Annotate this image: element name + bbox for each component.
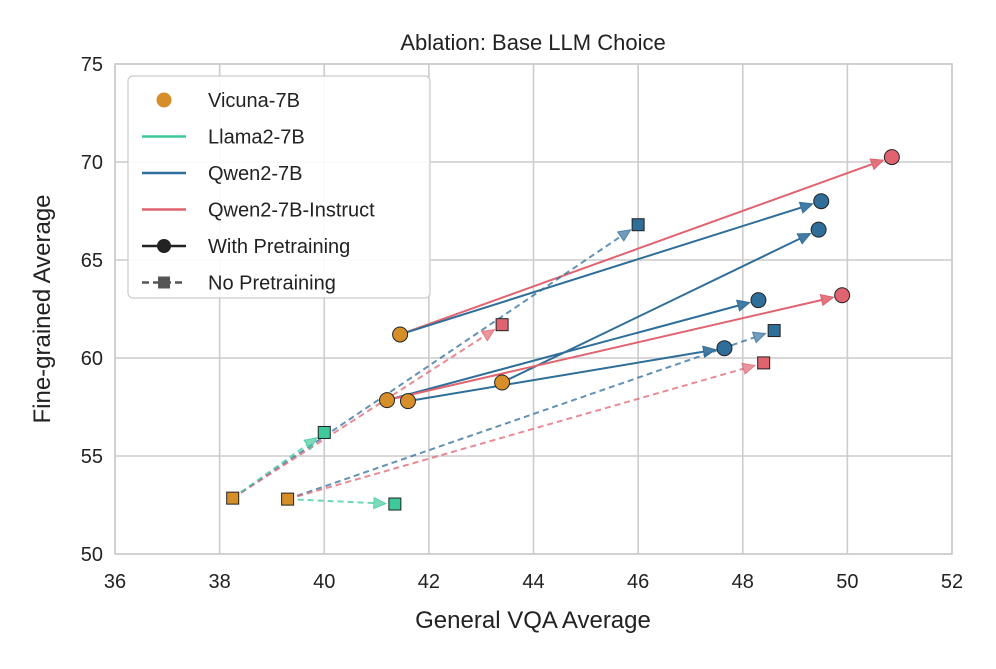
legend-marker-circle (156, 92, 172, 108)
data-point-circle (813, 193, 830, 210)
arrow-layer (232, 158, 885, 510)
arrow-head (741, 362, 757, 375)
data-point-circle (379, 392, 396, 409)
data-point-circle (716, 340, 733, 357)
legend-marker-circle (157, 239, 171, 253)
legend-label: Vicuna-7B (208, 90, 300, 112)
x-tick-label: 38 (209, 571, 231, 593)
legend-box (127, 75, 431, 299)
plot-frame (114, 63, 953, 555)
y-tick-label: 55 (81, 446, 103, 468)
data-point-circle (834, 287, 851, 304)
legend-label: With Pretraining (208, 236, 350, 258)
dashed-arrow-line (232, 235, 622, 499)
legend-marker-square (158, 276, 170, 289)
data-point-square (495, 318, 509, 332)
data-point-circle (810, 221, 827, 238)
y-tick-label: 60 (81, 348, 103, 370)
legend-label: Qwen2-7B-Instruct (208, 200, 375, 222)
legend-items: Vicuna-7B Llama2-7B Qwen2-7B Qwen2-7B-Instr… (142, 90, 375, 295)
arrow-head (480, 328, 496, 342)
dashed-arrow-line (287, 498, 374, 505)
tick-layer: 36 38 40 42 44 46 48 50 52 50 55 60 65 70 75 (81, 54, 963, 593)
data-point-square (388, 497, 402, 511)
data-point-circle (750, 292, 767, 309)
x-tick-label: 52 (941, 571, 963, 593)
dashed-arrow-line (232, 443, 308, 499)
arrow-head (373, 496, 388, 510)
point-layer (226, 149, 900, 511)
data-point-square (631, 218, 645, 232)
x-tick-label: 36 (104, 571, 126, 593)
solid-arrow-line (501, 237, 801, 384)
arrow-head (869, 158, 885, 171)
x-tick-label: 42 (418, 571, 440, 593)
data-point-circle (392, 326, 409, 343)
x-tick-label: 48 (732, 571, 754, 593)
arrow-head (798, 201, 814, 214)
x-axis-label: General VQA Average (415, 607, 651, 634)
data-point-square (317, 425, 331, 439)
arrow-head (616, 229, 632, 242)
legend: Vicuna-7B Llama2-7B Qwen2-7B Qwen2-7B-Instr… (127, 75, 431, 299)
data-point-square (757, 356, 771, 370)
legend-label: Qwen2-7B (208, 163, 303, 185)
y-axis-label: Fine-grained Average (29, 194, 56, 423)
x-tick-label: 46 (627, 571, 649, 593)
solid-arrow-line (386, 304, 739, 402)
legend-label: Llama2-7B (208, 127, 305, 149)
x-tick-label: 44 (522, 571, 544, 593)
solid-arrow-line (399, 163, 873, 336)
data-point-square (226, 491, 240, 505)
solid-arrow-line (407, 350, 704, 403)
dashed-arrow-line (287, 367, 744, 501)
data-point-circle (399, 393, 416, 410)
y-tick-label: 50 (81, 544, 103, 566)
solid-arrow-line (386, 299, 822, 402)
y-tick-label: 70 (81, 152, 103, 174)
chart-title: Ablation: Base LLM Choice (400, 30, 665, 55)
arrow-head (819, 293, 835, 307)
solid-arrow-line (399, 206, 802, 336)
arrow-head (796, 232, 812, 245)
arrow-head (303, 437, 318, 451)
x-tick-label: 40 (313, 571, 335, 593)
data-point-square (281, 492, 295, 506)
y-tick-label: 75 (81, 54, 103, 76)
dashed-arrow-line (287, 336, 755, 501)
arrow-head (751, 331, 767, 344)
y-tick-label: 65 (81, 250, 103, 272)
arrow-head (736, 299, 751, 312)
data-point-circle (494, 374, 511, 391)
x-tick-label: 50 (836, 571, 858, 593)
legend-label: No Pretraining (208, 273, 336, 295)
data-point-square (767, 324, 781, 338)
data-point-circle (883, 149, 900, 166)
